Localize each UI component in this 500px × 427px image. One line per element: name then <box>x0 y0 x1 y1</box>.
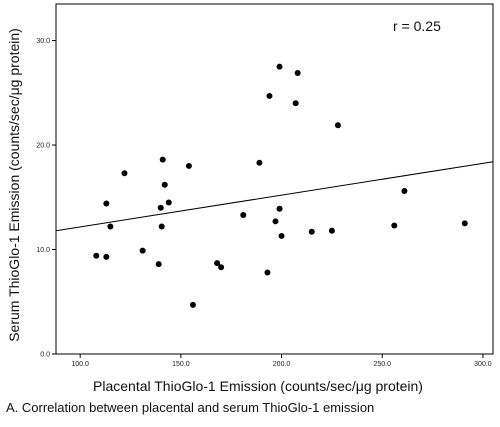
data-point <box>155 261 162 268</box>
data-point <box>189 301 196 308</box>
y-tick-label: 10.0 <box>36 247 50 254</box>
y-axis: 0.0 10.0 20.0 30.0 <box>36 38 56 359</box>
data-point <box>461 220 468 227</box>
figure-caption: A. Correlation between placental and ser… <box>6 400 375 415</box>
data-point <box>294 69 301 76</box>
data-point <box>158 223 165 230</box>
x-tick-label: 300.0 <box>474 361 492 368</box>
data-point <box>157 204 164 211</box>
data-point <box>278 232 285 239</box>
plot-area <box>55 3 494 355</box>
data-point <box>93 252 100 259</box>
data-point <box>391 222 398 229</box>
data-point <box>103 253 110 260</box>
data-point <box>139 247 146 254</box>
y-tick-label: 0.0 <box>40 352 50 359</box>
y-axis-title: Serum ThioGlo-1 Emission (counts/sec/μg … <box>6 28 22 342</box>
data-point <box>103 200 110 207</box>
data-point <box>334 122 341 129</box>
scatter-chart: 0.0 10.0 20.0 30.0 100.0 150.0 200.0 250.0 300.… <box>6 3 494 394</box>
y-tick-label: 20.0 <box>36 143 50 150</box>
data-point <box>276 63 283 70</box>
x-tick-label: 150.0 <box>172 361 190 368</box>
data-point <box>292 100 299 107</box>
data-point <box>401 188 408 195</box>
data-point <box>240 212 247 219</box>
correlation-annotation: r = 0.25 <box>393 18 441 34</box>
x-tick-label: 200.0 <box>273 361 291 368</box>
data-point <box>308 228 315 235</box>
data-point <box>328 227 335 234</box>
data-point <box>264 269 271 276</box>
data-point <box>159 156 166 163</box>
data-point <box>121 170 128 177</box>
data-point <box>272 218 279 225</box>
data-point <box>218 264 225 271</box>
data-point <box>161 181 168 188</box>
data-point <box>256 159 263 166</box>
x-axis-title: Placental ThioGlo-1 Emission (counts/sec… <box>93 378 423 394</box>
data-point <box>185 162 192 169</box>
plot-border <box>55 3 494 355</box>
data-point <box>165 199 172 206</box>
x-tick-label: 250.0 <box>373 361 391 368</box>
y-tick-label: 30.0 <box>36 38 50 45</box>
data-point <box>214 260 221 267</box>
regression-line-group <box>55 161 494 232</box>
x-tick-label: 100.0 <box>71 361 89 368</box>
data-point <box>276 205 283 212</box>
x-axis: 100.0 150.0 200.0 250.0 300.0 <box>71 354 492 368</box>
data-points <box>93 63 468 308</box>
data-point <box>107 223 114 230</box>
regression-line <box>55 161 494 232</box>
data-point <box>266 92 273 99</box>
